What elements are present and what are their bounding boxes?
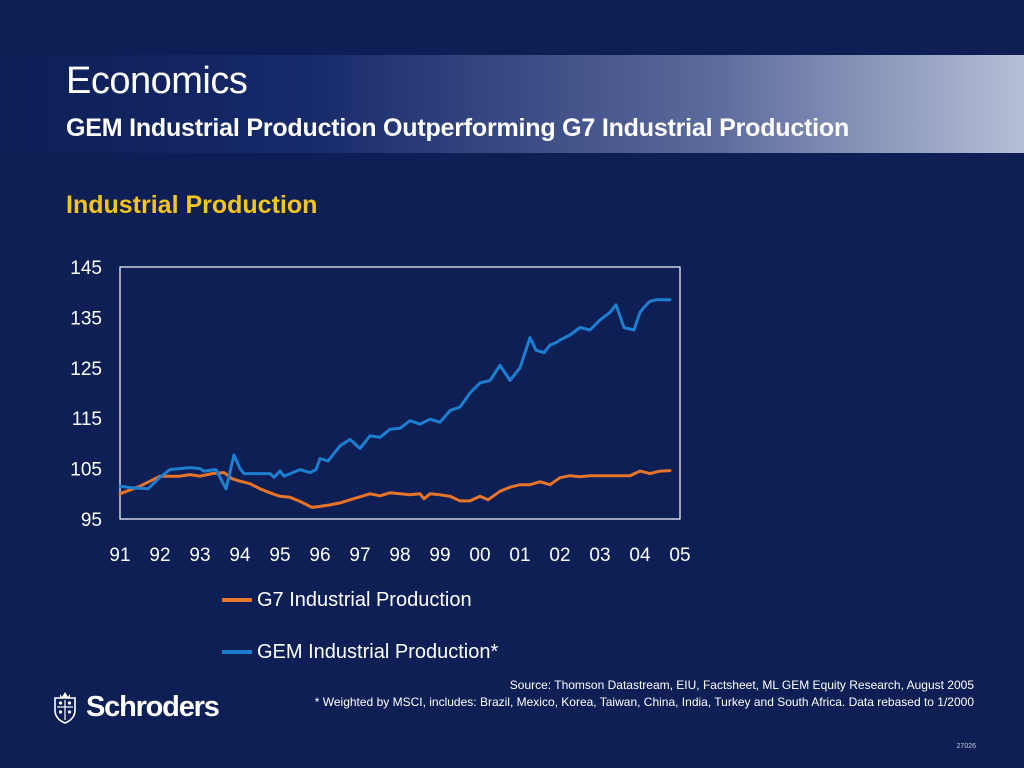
y-axis-ticks: 95 105 115 125 135 145 xyxy=(70,258,102,531)
x-tick-label: 03 xyxy=(589,545,610,566)
x-tick-label: 04 xyxy=(629,545,651,566)
legend-swatch-g7 xyxy=(222,598,252,602)
x-tick-label: 97 xyxy=(349,545,370,566)
logo-wordmark: Schroders xyxy=(86,690,220,723)
series-lines xyxy=(118,298,672,509)
page-subtitle: GEM Industrial Production Outperforming … xyxy=(66,114,850,142)
industrial-production-chart: 95 105 115 125 135 145 91 92 93 94 95 96 97 98 99 00 01… xyxy=(70,258,690,566)
x-tick-label: 95 xyxy=(269,545,290,566)
plot-frame xyxy=(119,266,681,520)
x-tick-label: 94 xyxy=(229,545,251,566)
legend-label-g7: G7 Industrial Production xyxy=(257,588,472,611)
x-axis-ticks: 91 92 93 94 95 96 97 98 99 00 01 02 03 04 05 xyxy=(109,545,690,566)
header-band xyxy=(0,55,1024,153)
y-tick-label: 105 xyxy=(70,460,102,481)
x-tick-label: 91 xyxy=(109,545,130,566)
footnote-line: * Weighted by MSCI, includes: Brazil, Me… xyxy=(314,695,974,709)
x-tick-label: 99 xyxy=(429,545,450,566)
source-line: Source: Thomson Datastream, EIU, Factshe… xyxy=(509,678,974,692)
y-tick-label: 115 xyxy=(72,409,102,430)
chart-heading: Industrial Production xyxy=(66,191,318,219)
reference-number: 27026 xyxy=(956,743,976,750)
x-tick-label: 02 xyxy=(549,545,570,566)
y-tick-label: 125 xyxy=(70,359,102,380)
source-notes: Source: Thomson Datastream, EIU, Factshe… xyxy=(315,677,974,711)
x-tick-label: 00 xyxy=(469,545,490,566)
g7-series-line xyxy=(118,469,672,509)
x-tick-label: 98 xyxy=(389,545,410,566)
legend-item-gem: GEM Industrial Production* xyxy=(222,639,498,665)
x-tick-label: 05 xyxy=(669,545,690,566)
y-tick-label: 95 xyxy=(81,510,102,531)
legend-item-g7: G7 Industrial Production xyxy=(222,587,472,613)
x-tick-label: 01 xyxy=(509,545,530,566)
legend-label-gem: GEM Industrial Production* xyxy=(257,640,499,663)
x-tick-label: 96 xyxy=(309,545,330,566)
y-tick-label: 145 xyxy=(70,258,102,279)
crest-icon xyxy=(54,692,76,724)
x-tick-label: 92 xyxy=(149,545,170,566)
y-tick-label: 135 xyxy=(70,308,102,329)
schroders-logo: Schroders xyxy=(52,690,220,724)
legend-swatch-gem xyxy=(222,650,252,654)
gem-series-line xyxy=(118,298,672,491)
page-title: Economics xyxy=(66,60,248,102)
x-tick-label: 93 xyxy=(189,545,210,566)
